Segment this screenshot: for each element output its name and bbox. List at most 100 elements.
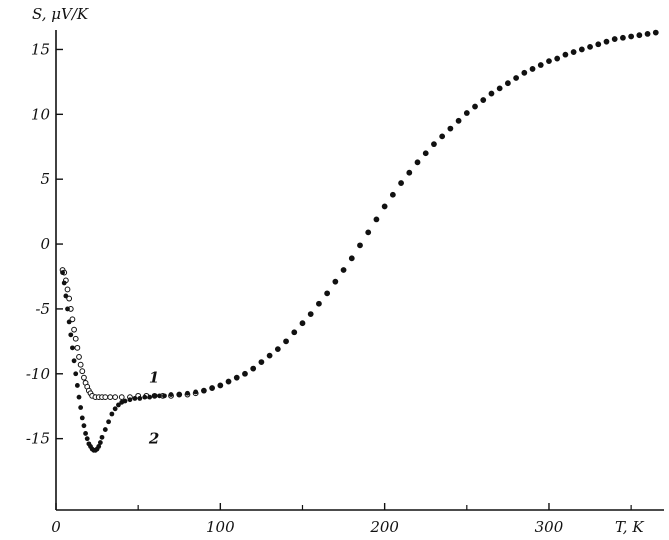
- series-label: 2: [148, 430, 159, 448]
- data-point: [68, 332, 74, 338]
- data-point: [66, 295, 73, 302]
- data-point: [60, 270, 65, 275]
- data-point: [132, 396, 138, 401]
- data-point: [563, 52, 568, 58]
- data-point: [99, 434, 105, 440]
- data-point: [390, 192, 396, 198]
- data-point: [587, 44, 593, 50]
- data-point: [79, 415, 85, 421]
- data-point: [497, 85, 503, 91]
- data-series: [59, 29, 659, 453]
- data-point: [69, 316, 76, 323]
- data-point: [107, 394, 114, 401]
- data-point: [341, 267, 346, 273]
- data-point: [116, 402, 121, 408]
- x-tick-label: 0: [51, 518, 61, 536]
- data-point: [546, 58, 552, 64]
- data-point: [61, 280, 67, 286]
- data-point: [332, 279, 338, 285]
- data-point: [423, 150, 429, 156]
- data-point: [653, 30, 659, 35]
- data-point: [439, 133, 445, 139]
- data-point: [112, 406, 118, 412]
- data-point: [73, 371, 79, 377]
- data-point: [275, 346, 281, 352]
- x-tick-label: 200: [369, 518, 399, 536]
- data-point: [382, 204, 388, 209]
- data-point: [283, 338, 289, 344]
- data-point: [84, 436, 90, 442]
- data-point: [81, 374, 87, 381]
- data-point: [505, 80, 511, 86]
- data-point: [374, 217, 379, 222]
- axes: [55, 30, 664, 511]
- data-point: [77, 361, 84, 368]
- data-point: [456, 118, 461, 124]
- data-point: [97, 440, 103, 445]
- data-point: [147, 394, 153, 400]
- series-2: [60, 30, 659, 453]
- data-point: [96, 444, 102, 449]
- data-point: [513, 75, 519, 81]
- data-point: [267, 353, 273, 359]
- data-point: [209, 385, 215, 391]
- data-point: [226, 379, 231, 384]
- data-point: [554, 56, 560, 61]
- data-point: [242, 371, 248, 377]
- data-point: [102, 427, 108, 432]
- data-point: [127, 397, 133, 403]
- data-point: [431, 141, 437, 147]
- data-point: [81, 423, 87, 429]
- x-tick-label: 300: [535, 518, 564, 536]
- data-point: [137, 396, 143, 401]
- data-point: [464, 110, 470, 116]
- y-tick-label: -15: [26, 430, 50, 448]
- data-point: [357, 242, 363, 248]
- data-point: [71, 326, 77, 333]
- data-point: [72, 335, 79, 342]
- data-point: [168, 392, 174, 397]
- data-point: [74, 383, 80, 388]
- y-tick-label: 0: [40, 235, 50, 253]
- data-point: [63, 293, 69, 299]
- data-point: [78, 405, 84, 410]
- data-point: [398, 180, 404, 186]
- data-point: [193, 389, 199, 395]
- data-point: [415, 159, 420, 165]
- data-point: [76, 354, 82, 360]
- data-point: [106, 419, 111, 425]
- data-point: [538, 62, 544, 68]
- data-point: [176, 392, 182, 397]
- data-point: [201, 388, 207, 394]
- x-tick-label: 100: [206, 518, 235, 536]
- y-axis-title: S, μV/K: [32, 5, 89, 23]
- data-point: [521, 70, 527, 76]
- data-point: [157, 393, 162, 399]
- data-point: [620, 35, 626, 41]
- data-point: [349, 255, 355, 261]
- data-point: [142, 394, 148, 400]
- data-point: [480, 97, 486, 103]
- y-tick-label: -5: [35, 300, 50, 318]
- data-point: [152, 393, 157, 399]
- data-point: [406, 170, 412, 176]
- data-point: [324, 290, 330, 296]
- axis-ticks: 15 10 5 0 -5 -10 -15 0 100 200 300: [26, 40, 632, 536]
- y-tick-label: -10: [26, 365, 51, 383]
- data-point: [66, 319, 72, 325]
- data-point: [122, 398, 128, 404]
- y-tick-label: 10: [31, 105, 51, 123]
- data-point: [308, 311, 314, 317]
- data-point: [645, 31, 650, 37]
- data-point: [612, 36, 618, 42]
- series-1: [59, 29, 659, 401]
- y-tick-label: 5: [40, 170, 50, 188]
- data-point: [604, 39, 609, 45]
- data-point: [316, 301, 322, 307]
- data-point: [489, 91, 494, 96]
- data-point: [250, 366, 256, 371]
- data-point: [447, 126, 453, 131]
- data-point: [300, 320, 305, 326]
- series-labels: 12: [148, 369, 159, 448]
